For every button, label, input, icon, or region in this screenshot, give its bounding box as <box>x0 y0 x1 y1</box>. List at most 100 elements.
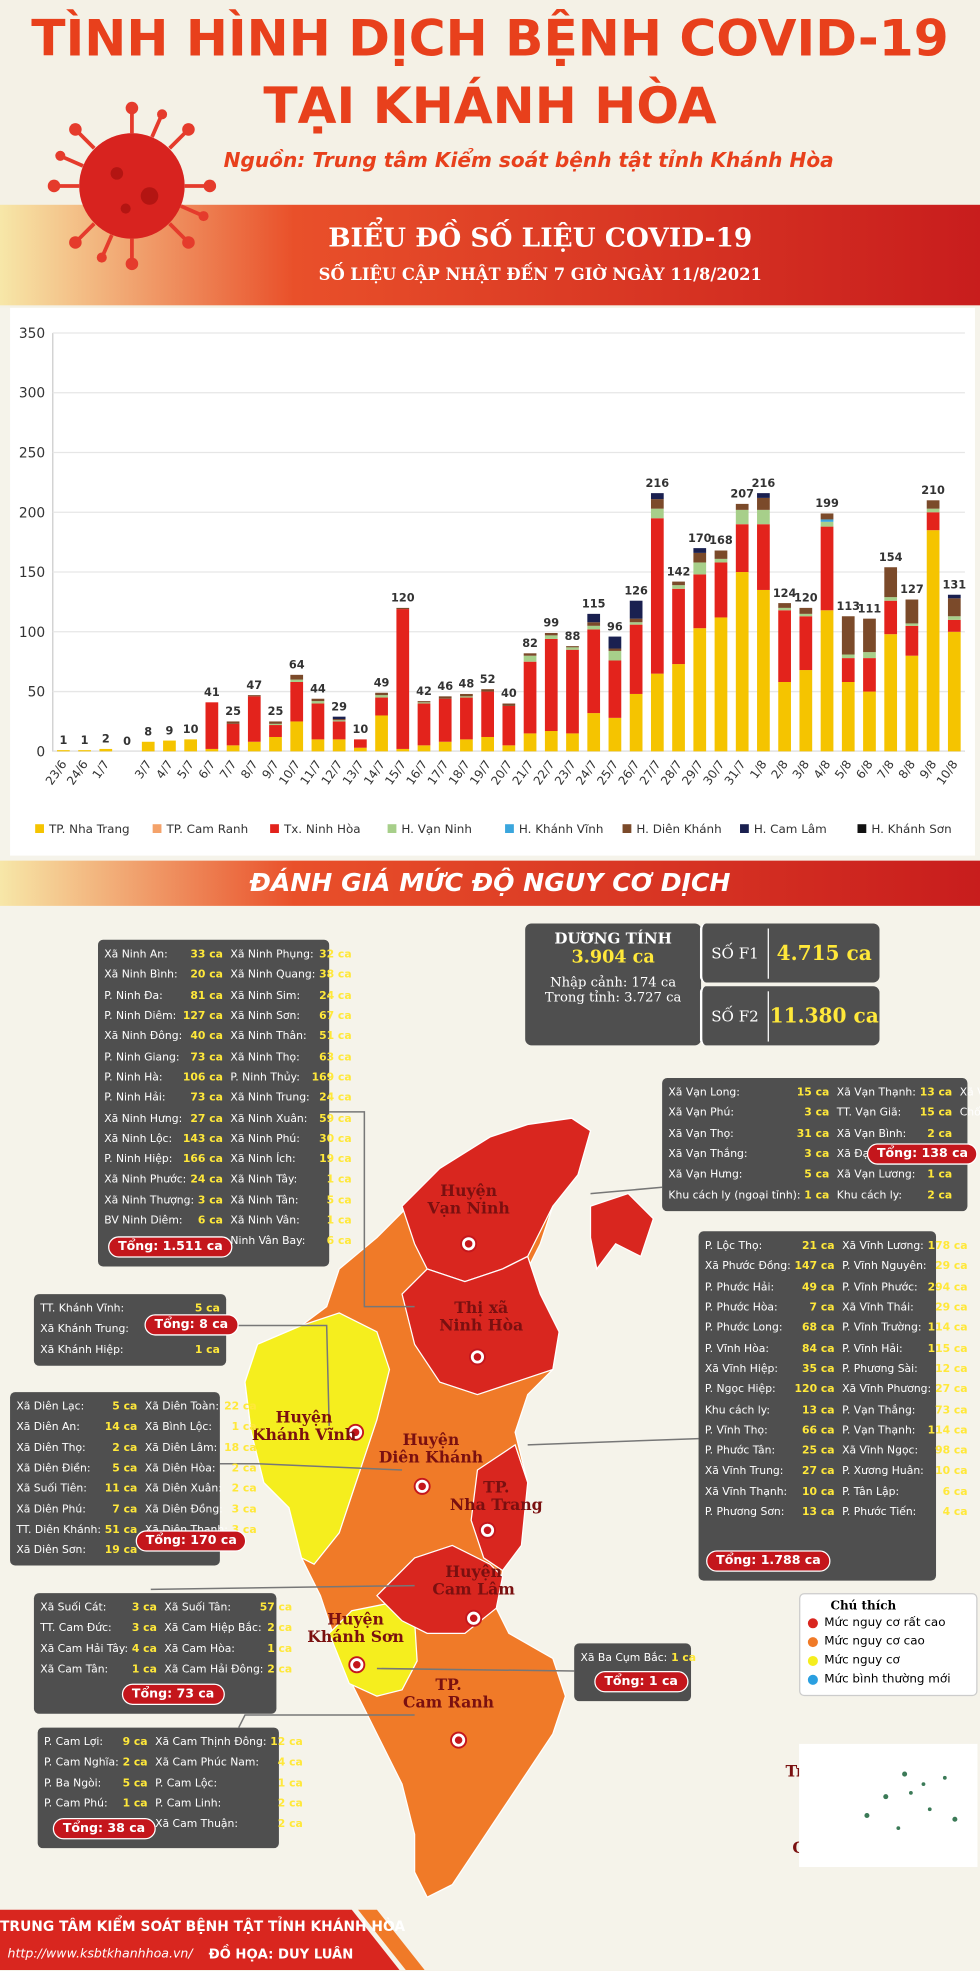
bar-segment <box>375 695 388 698</box>
place-name: Xã Vạn Thạnh: <box>836 1086 916 1100</box>
map-label-line: Huyện <box>276 1407 333 1426</box>
bar-segment <box>226 745 240 752</box>
place-name: Xã Ninh Trung: <box>230 1092 310 1105</box>
bar-segment <box>841 658 855 683</box>
bar-segment <box>460 693 473 697</box>
bar-segment <box>693 548 707 553</box>
table-row: Xã Diên Lạc: 5 ca <box>16 1397 137 1417</box>
place-name: Xã Khánh Trung: <box>40 1323 129 1337</box>
case-count: 169 ca <box>311 1071 352 1085</box>
place-name: Xã Diên Điền: <box>16 1462 91 1476</box>
bar-segment <box>926 530 940 752</box>
map-label: Thị xã Ninh Hòa <box>439 1298 523 1335</box>
case-count: 178 ca <box>927 1240 968 1253</box>
table-row: Xã Khánh Hiệp: 1 ca <box>40 1340 220 1360</box>
table-row: TT. Cam Đức: 3 ca <box>40 1619 157 1639</box>
bar-segment <box>650 518 664 674</box>
case-count: 51 ca <box>319 1030 352 1044</box>
case-count: 24 ca <box>319 1092 352 1105</box>
place-name: P. Phước Hải: <box>704 1281 775 1294</box>
bar-segment <box>375 697 388 716</box>
case-count: 25 ca <box>802 1445 835 1458</box>
bar-segment <box>141 741 155 752</box>
place-name: Xã Suối Tân: <box>164 1602 232 1615</box>
place-name: P. Phước Tiến: <box>842 1506 917 1519</box>
place-name: P. Vĩnh Nguyên: <box>842 1260 927 1274</box>
table-row: Xã Suối Tân: 57 ca <box>164 1598 292 1618</box>
map-icons <box>347 1235 496 1749</box>
bar-segment <box>905 655 919 752</box>
place-name: Xã Suối Tiên: <box>16 1482 87 1496</box>
bar-segment <box>714 617 728 752</box>
bar-segment <box>650 493 664 500</box>
place-name: Xã Ninh Vân: <box>230 1214 300 1228</box>
map-label-line: Huyện <box>403 1430 460 1449</box>
bar-segment <box>523 661 537 734</box>
bar-segment <box>714 562 728 618</box>
case-count: 12 ca <box>935 1363 968 1376</box>
table-row: Xã Vĩnh Trung: 27 ca <box>705 1462 835 1482</box>
table-row: Xã Ninh Quang: 38 ca <box>230 965 351 985</box>
place-name: P. Phương Sài: <box>842 1363 918 1376</box>
case-count: 27 ca <box>190 1112 223 1126</box>
map-label-line: Huyện <box>445 1562 502 1581</box>
table-row: P. Ninh Thủy: 169 ca <box>230 1068 351 1088</box>
case-count: 2 ca <box>112 1442 138 1455</box>
place-name: Xã Vạn Thắng: <box>668 1148 748 1161</box>
case-count: 19 ca <box>104 1544 138 1557</box>
place-name: Xã Vạn Phú: <box>668 1107 734 1121</box>
district-table: P. Lộc Thọ: 21 ca Xã Phước Đồng: 147 ca P. P… <box>698 1231 968 1581</box>
table-row: Xã Vạn Long: 15 ca <box>668 1083 829 1103</box>
total-label: 82 <box>522 637 538 650</box>
bar-segment <box>947 619 961 632</box>
map-label-line: Huyện <box>440 1181 497 1200</box>
table-row: Chốt kiểm soát:1 ca <box>960 1104 980 1124</box>
bar-segment <box>332 716 346 720</box>
y-tick-label: 150 <box>19 565 45 581</box>
legend-swatch <box>387 824 397 833</box>
case-count: 68 ca <box>802 1322 835 1335</box>
legend-swatch <box>35 824 44 833</box>
bar-segment <box>608 636 622 649</box>
legend-swatch <box>152 824 162 833</box>
case-count: 3 ca <box>131 1602 157 1615</box>
bar-segment <box>332 721 346 740</box>
case-count: 13 ca <box>802 1506 835 1519</box>
legend-label: TP. Nha Trang <box>48 822 130 836</box>
place-name: Xã Vĩnh Phương: <box>842 1383 932 1397</box>
legend-label: H. Khánh Vĩnh <box>519 822 604 836</box>
district-table: Xã Ninh An: 33 ca Xã Ninh Bình: 20 ca P. Nin… <box>97 939 352 1267</box>
bar-segment <box>672 588 685 665</box>
case-count: 29 ca <box>935 1260 968 1274</box>
table-row: Xã Ninh Thượng: 3 ca <box>104 1191 223 1211</box>
case-count: 10 ca <box>802 1485 835 1499</box>
table-row: Xã Ninh Thọ: 63 ca <box>230 1047 351 1067</box>
case-count: 106 ca <box>182 1071 223 1085</box>
case-count: 32 ca <box>319 948 352 962</box>
case-count: 3 ca <box>804 1107 830 1121</box>
table-row: Xã Vạn Phú: 3 ca <box>668 1104 829 1124</box>
table-row: Xã Diên Sơn: 19 ca <box>16 1540 137 1560</box>
place-name: Xã Ninh Xuân: <box>230 1112 308 1126</box>
bar-segment <box>629 624 643 694</box>
table-row: Xã Vĩnh Ngọc: 98 ca <box>842 1441 968 1461</box>
total-label: 120 <box>391 592 415 605</box>
place-name: Xã Ninh Ích: <box>230 1153 296 1167</box>
legend-label: TP. Cam Ranh <box>165 822 248 836</box>
table-row: Xã Ninh Phước: 24 ca <box>104 1170 223 1190</box>
value: 3.904 ca <box>571 947 655 968</box>
total-label: 25 <box>225 705 241 718</box>
total-label: 96 <box>607 620 623 633</box>
bar-segment <box>650 508 664 519</box>
place-name: Xã Ninh Phụng: <box>230 948 314 962</box>
table-row: Xã Ninh An: 33 ca <box>104 945 223 965</box>
bar-segment <box>820 513 834 520</box>
total-label: 115 <box>582 598 606 611</box>
place-name: Xã Suối Cát: <box>40 1602 107 1615</box>
place-name: Xã Vạn Lương: <box>836 1168 916 1182</box>
map-label-line: Diên Khánh <box>379 1447 484 1466</box>
total-label: 48 <box>459 678 475 691</box>
case-count: 1 ca <box>326 1173 352 1187</box>
map-label: TP. Nha Trang <box>450 1478 543 1515</box>
place-name: P. Ninh Hà: <box>104 1071 163 1085</box>
